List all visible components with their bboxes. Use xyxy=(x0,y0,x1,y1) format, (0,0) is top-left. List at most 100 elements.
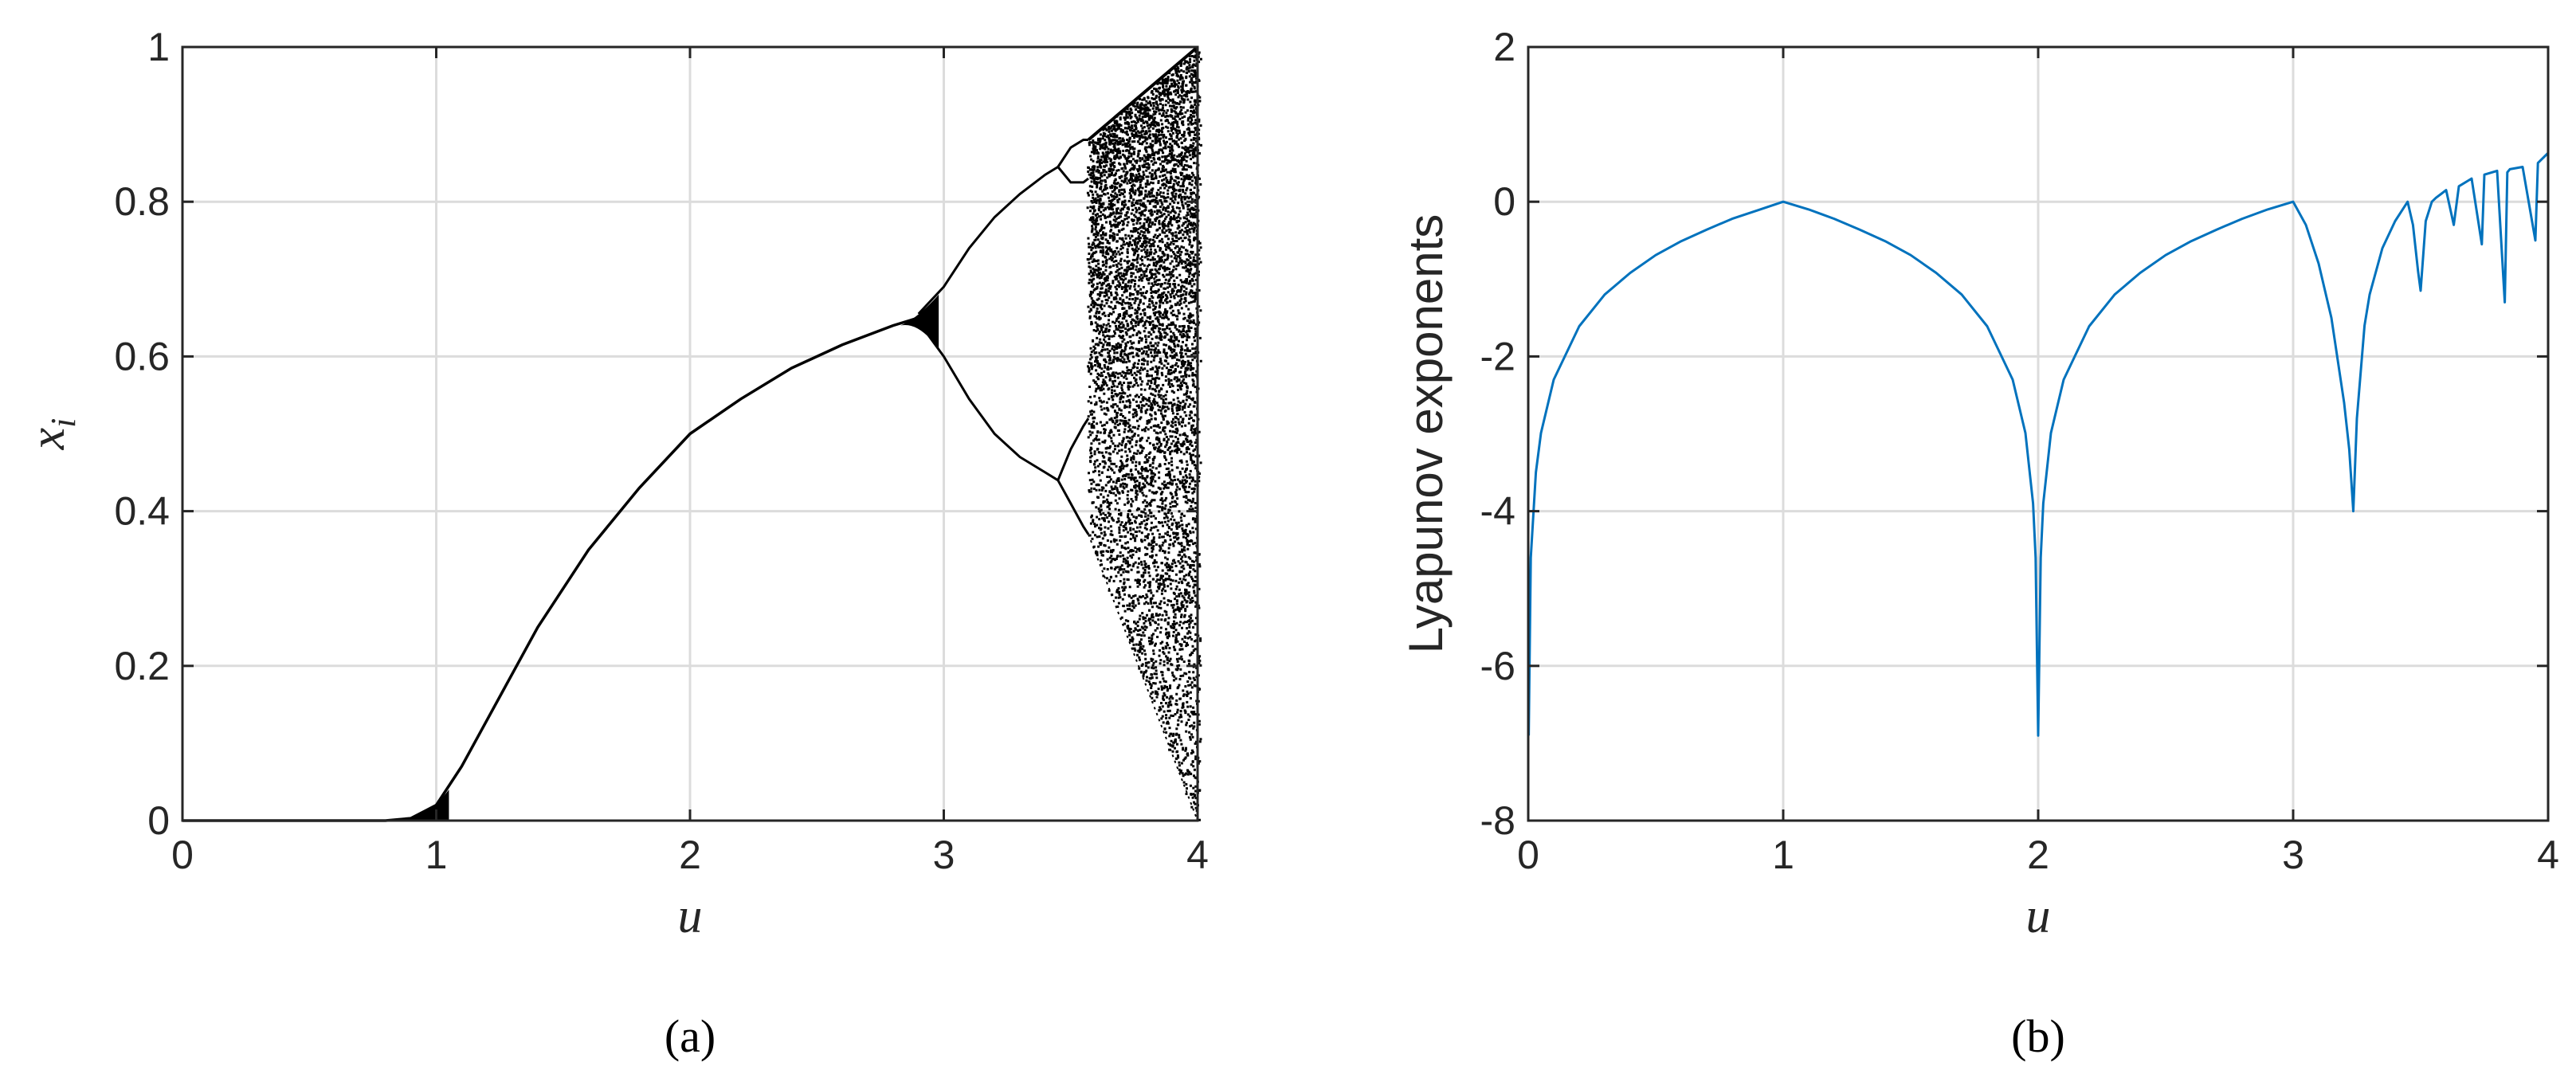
bifurcation-y-label-subscript: i xyxy=(44,418,83,428)
bifurcation-chaos-column-68 xyxy=(1130,112,1137,634)
b-x-tick-label-3: 3 xyxy=(2282,833,2304,877)
bifurcation-chaos-column-69 xyxy=(1131,122,1138,612)
bifurcation-chaos-column-93 xyxy=(1146,96,1154,686)
bifurcation-chaos-column-31 xyxy=(1106,127,1113,582)
a-x-tick-label-3: 3 xyxy=(933,833,955,877)
bifurcation-chaos-column-142 xyxy=(1178,62,1185,751)
b-y-tick-label-0: -8 xyxy=(1480,798,1515,843)
bifurcation-x-label: u xyxy=(678,889,703,943)
bifurcation-chaos-column-16 xyxy=(1096,137,1104,545)
a-y-tick-label-3: 0.6 xyxy=(114,334,170,378)
bifurcation-chaos-column-48 xyxy=(1117,118,1124,523)
a-x-tick-label-0: 0 xyxy=(171,833,194,877)
bifurcation-chaos-column-49 xyxy=(1117,130,1125,619)
bifurcation-chaos-column-107 xyxy=(1155,82,1163,712)
bifurcation-chaos-column-111 xyxy=(1158,79,1165,690)
b-x-tick-label-4: 4 xyxy=(2537,833,2559,877)
bifurcation-tick-labels: 0 1 2 3 4 0 0.2 0.4 0.6 0.8 1 xyxy=(114,25,1208,877)
bifurcation-chaos-column-30 xyxy=(1105,133,1112,582)
bifurcation-chaos-column-123 xyxy=(1165,95,1173,743)
b-y-tick-label-3: -2 xyxy=(1480,334,1515,378)
bifurcation-chaos-column-152 xyxy=(1184,75,1191,733)
bifurcation-chaos-upper-edge xyxy=(1087,45,1199,142)
bifurcation-chaos-column-12 xyxy=(1093,137,1101,557)
bifurcation-chaos-column-32 xyxy=(1107,125,1114,579)
b-y-tick-label-4: 0 xyxy=(1493,179,1515,224)
bifurcation-ticks xyxy=(181,45,1199,822)
a-y-tick-label-4: 0.8 xyxy=(114,179,170,224)
bifurcation-chaos-column-42 xyxy=(1113,123,1120,590)
bifurcation-caption: (a) xyxy=(665,1010,716,1062)
bifurcation-chaos-column-89 xyxy=(1143,130,1151,668)
bifurcation-chaos-column-97 xyxy=(1148,104,1156,696)
a-x-tick-label-2: 2 xyxy=(679,833,701,877)
lyapunov-x-label: u xyxy=(2026,889,2051,943)
bifurcation-chaos-column-41 xyxy=(1112,122,1119,591)
bifurcation-chaos-column-34 xyxy=(1108,124,1115,570)
bifurcation-chaos-column-101 xyxy=(1151,93,1159,685)
lyapunov-caption: (b) xyxy=(2011,1010,2065,1062)
bifurcation-chaos-column-24 xyxy=(1101,127,1108,570)
a-y-tick-label-0: 0 xyxy=(147,798,170,843)
bifurcation-chaos-column-20 xyxy=(1099,147,1107,537)
bifurcation-chaos-column-26 xyxy=(1103,134,1110,561)
bifurcation-chaos-column-88 xyxy=(1143,96,1151,674)
bifurcation-chaos-column-36 xyxy=(1109,135,1117,582)
a-y-tick-label-5: 1 xyxy=(147,25,170,69)
lyapunov-tick-labels: 0 1 2 3 4 -8 -6 -4 -2 0 2 xyxy=(1480,25,2559,877)
bifurcation-chaos-column-131 xyxy=(1170,71,1178,744)
bifurcation-chaos-column-78 xyxy=(1136,103,1144,653)
bifurcation-branch-6 xyxy=(1057,480,1090,535)
a-y-tick-label-2: 0.4 xyxy=(114,489,170,534)
bifurcation-chaos-column-133 xyxy=(1172,82,1179,760)
bifurcation-points xyxy=(182,45,1202,822)
bifurcation-y-label-main: x xyxy=(21,427,75,450)
bifurcation-chaos-column-4 xyxy=(1088,151,1096,534)
bifurcation-chaos-column-159 xyxy=(1189,61,1196,799)
bifurcation-chaos-column-83 xyxy=(1139,106,1147,655)
bifurcation-chaos-column-53 xyxy=(1120,131,1127,625)
bifurcation-chaos-column-15 xyxy=(1096,133,1103,556)
bifurcation-chaos-column-134 xyxy=(1172,66,1180,735)
lyapunov-y-label: Lyapunov exponents xyxy=(1399,214,1453,654)
bifurcation-panel: 0 1 2 3 4 0 0.2 0.4 0.6 0.8 1 u xi (a) xyxy=(21,25,1209,1062)
a-x-tick-label-4: 4 xyxy=(1186,833,1209,877)
bifurcation-chaos-column-146 xyxy=(1180,70,1188,751)
bifurcation-branch-4 xyxy=(1057,166,1089,184)
bifurcation-chaos-column-117 xyxy=(1161,77,1169,724)
a-x-tick-label-1: 1 xyxy=(425,833,448,877)
lyapunov-panel: 0 1 2 3 4 -8 -6 -4 -2 0 2 u Lyapunov exponents (b) xyxy=(1399,25,2559,1062)
bifurcation-chaos-column-76 xyxy=(1135,101,1143,656)
bifurcation-chaos-column-118 xyxy=(1162,88,1170,731)
bifurcation-chaos-column-58 xyxy=(1123,121,1131,622)
bifurcation-grid xyxy=(182,47,1198,821)
bifurcation-chaos-column-79 xyxy=(1137,134,1144,666)
bifurcation-chaos-column-10 xyxy=(1092,139,1100,472)
bifurcation-chaos-column-37 xyxy=(1110,125,1117,570)
b-y-tick-label-1: -6 xyxy=(1480,644,1515,688)
bifurcation-onset-band xyxy=(900,294,939,349)
bifurcation-chaos-column-9 xyxy=(1092,148,1100,509)
bifurcation-chaos-column-155 xyxy=(1186,69,1194,776)
bifurcation-branch-3 xyxy=(1057,139,1088,168)
bifurcation-chaos-column-22 xyxy=(1100,132,1108,534)
bifurcation-chaos-column-27 xyxy=(1104,130,1111,553)
bifurcation-chaos-lower-edge xyxy=(1088,534,1198,821)
b-x-tick-label-1: 1 xyxy=(1772,833,1794,877)
bifurcation-chaos-column-157 xyxy=(1187,70,1195,775)
bifurcation-chaos-column-7 xyxy=(1090,141,1098,523)
bifurcation-chaos-column-73 xyxy=(1133,106,1141,632)
bifurcation-chaos-column-28 xyxy=(1104,135,1112,570)
bifurcation-chaos-column-13 xyxy=(1094,176,1102,554)
b-y-tick-label-2: -4 xyxy=(1480,489,1515,534)
lyapunov-ticks xyxy=(1527,45,2550,822)
b-x-tick-label-0: 0 xyxy=(1517,833,1539,877)
bifurcation-y-label: xi xyxy=(21,418,83,451)
bifurcation-chaos-column-14 xyxy=(1095,141,1103,514)
bifurcation-branch-5 xyxy=(1057,417,1090,481)
bifurcation-chaos-column-147 xyxy=(1181,62,1188,784)
bifurcation-chaos-column-100 xyxy=(1151,87,1158,694)
bifurcation-chaos-column-127 xyxy=(1168,73,1175,751)
